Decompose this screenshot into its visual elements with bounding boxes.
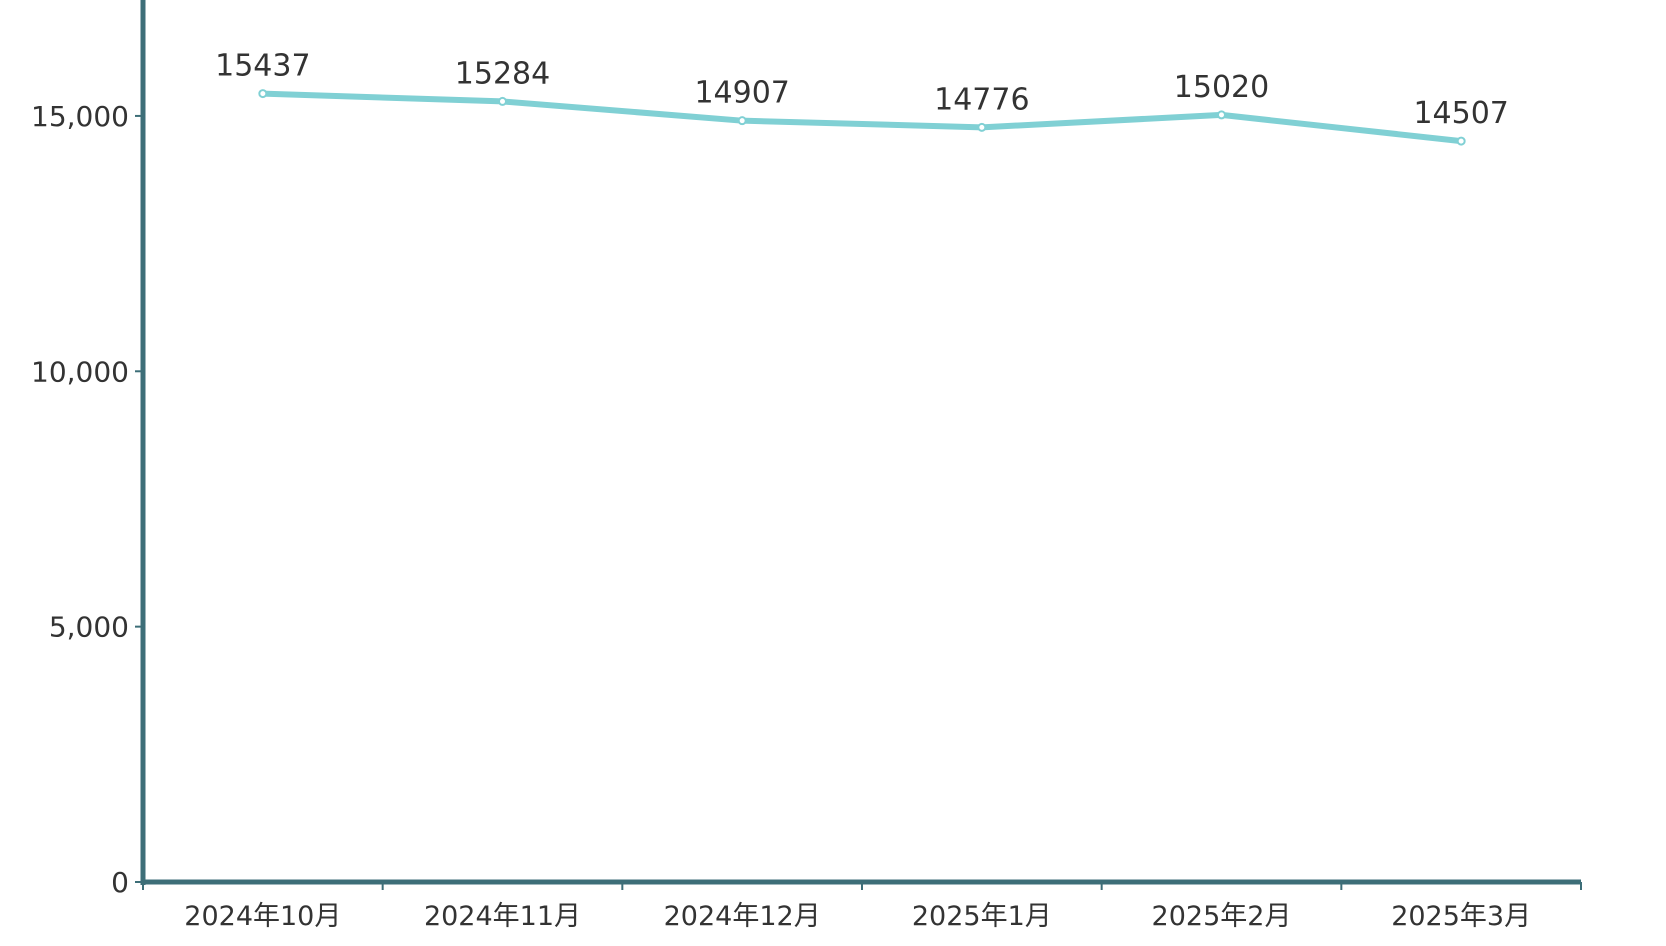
data-point (1456, 136, 1466, 146)
x-tick-label: 2025年2月 (1152, 901, 1292, 932)
data-label: 14776 (934, 82, 1029, 117)
x-tick-label: 2024年10月 (184, 901, 341, 932)
series-line (262, 90, 1462, 145)
x-tick-label: 2024年11月 (424, 901, 581, 932)
x-tick-label: 2025年3月 (1391, 901, 1531, 932)
data-label: 15284 (455, 56, 550, 91)
data-point (498, 96, 507, 106)
data-label: 14507 (1413, 96, 1508, 131)
data-point (737, 116, 747, 126)
data-point (977, 122, 987, 132)
y-tick-label: 15,000 (31, 100, 129, 133)
data-label: 14907 (694, 76, 789, 111)
y-tick-label: 0 (111, 866, 129, 899)
y-tick-label: 10,000 (31, 355, 129, 388)
data-label: 15020 (1174, 70, 1269, 105)
x-tick-label: 2025年1月 (912, 901, 1052, 932)
data-point (1217, 110, 1226, 120)
y-tick-label: 5,000 (49, 611, 129, 644)
x-tick-label: 2024年12月 (664, 901, 821, 932)
data-point (258, 89, 268, 99)
data-label: 15437 (215, 49, 310, 84)
